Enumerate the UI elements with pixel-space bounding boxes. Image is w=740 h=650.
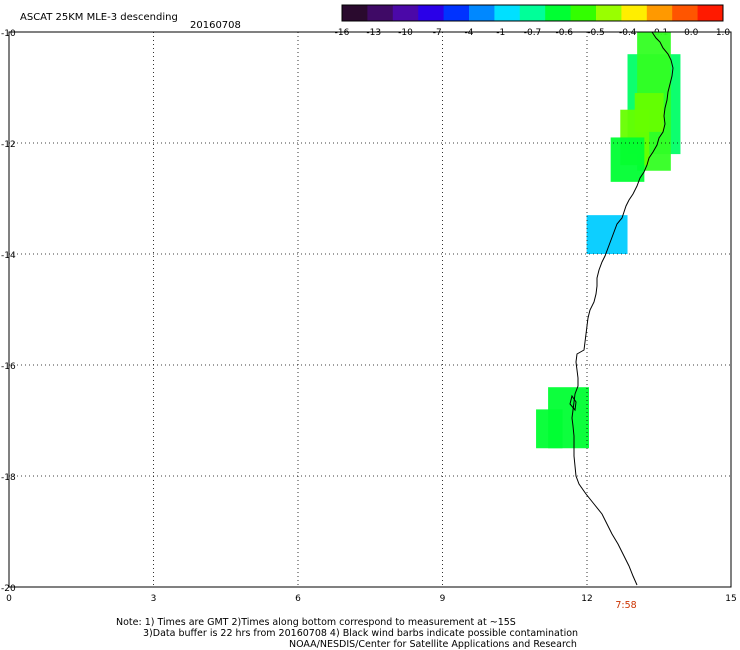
note-line-2: 3)Data buffer is 22 hrs from 20160708 4)… — [143, 628, 578, 639]
colorbar-swatch — [494, 5, 521, 21]
colorbar-label: 0.0 — [684, 28, 699, 38]
y-tick-label: -12 — [1, 140, 16, 150]
y-tick-label: -18 — [1, 473, 16, 483]
map-date: 20160708 — [190, 20, 241, 31]
x-tick-label: 15 — [725, 594, 736, 604]
colorbar-swatch — [392, 5, 419, 21]
y-tick-label: -16 — [1, 362, 16, 372]
x-tick-label: 9 — [440, 594, 446, 604]
colorbar-swatch — [469, 5, 495, 21]
y-tick-label: -20 — [1, 584, 16, 594]
colorbar-swatch — [570, 5, 597, 21]
data-cells — [536, 32, 681, 449]
colorbar-swatch — [367, 5, 394, 21]
measurement-time-label: 7:58 — [615, 600, 636, 611]
colorbar-swatch — [342, 5, 368, 21]
x-tick-label: 3 — [151, 594, 157, 604]
colorbar-swatch — [443, 5, 470, 21]
colorbar-label: -0.5 — [587, 28, 605, 38]
colorbar-label: -0.6 — [555, 28, 573, 38]
coastline — [571, 31, 674, 586]
map-grid — [9, 32, 731, 587]
data-cell — [536, 409, 563, 449]
x-tick-label: 0 — [6, 594, 12, 604]
x-tick-label: 6 — [295, 594, 301, 604]
colorbar-label: -0.7 — [524, 28, 542, 38]
data-cell — [610, 137, 645, 182]
note-line-1: Note: 1) Times are GMT 2)Times along bot… — [116, 617, 516, 628]
x-tick-label: 12 — [581, 594, 592, 604]
colorbar: -16-13-10-7-4-1-0.7-0.6-0.5-0.4-0.10.01.… — [335, 4, 731, 38]
y-tick-label: -14 — [1, 251, 16, 261]
colorbar-swatch — [621, 5, 648, 21]
colorbar-swatch — [519, 5, 546, 21]
colorbar-label: -1 — [496, 28, 505, 38]
colorbar-swatch — [545, 5, 572, 21]
colorbar-label: -7 — [433, 28, 442, 38]
coastline-inlet — [569, 394, 577, 412]
map-title: ASCAT 25KM MLE-3 descending — [20, 12, 178, 23]
colorbar-label: -16 — [335, 28, 350, 38]
colorbar-label: -13 — [366, 28, 381, 38]
y-axis: -10 -12 -14 -16 -18 -20 — [1, 29, 16, 594]
colorbar-label: -0.4 — [619, 28, 637, 38]
note-line-3: NOAA/NESDIS/Center for Satellite Applica… — [289, 639, 577, 650]
plot-frame — [8, 31, 732, 588]
colorbar-swatch — [596, 5, 622, 21]
colorbar-swatch — [418, 5, 445, 21]
x-axis: 0 3 6 9 12 15 — [6, 594, 737, 604]
colorbar-label: -4 — [465, 28, 474, 38]
y-tick-label: -10 — [1, 29, 16, 39]
colorbar-swatch — [672, 5, 699, 21]
data-cell — [586, 215, 628, 254]
colorbar-swatch — [646, 5, 673, 21]
colorbar-label: 1.0 — [716, 28, 731, 38]
colorbar-label: -10 — [398, 28, 413, 38]
colorbar-swatch — [697, 5, 724, 21]
colorbar-frame — [341, 4, 724, 22]
